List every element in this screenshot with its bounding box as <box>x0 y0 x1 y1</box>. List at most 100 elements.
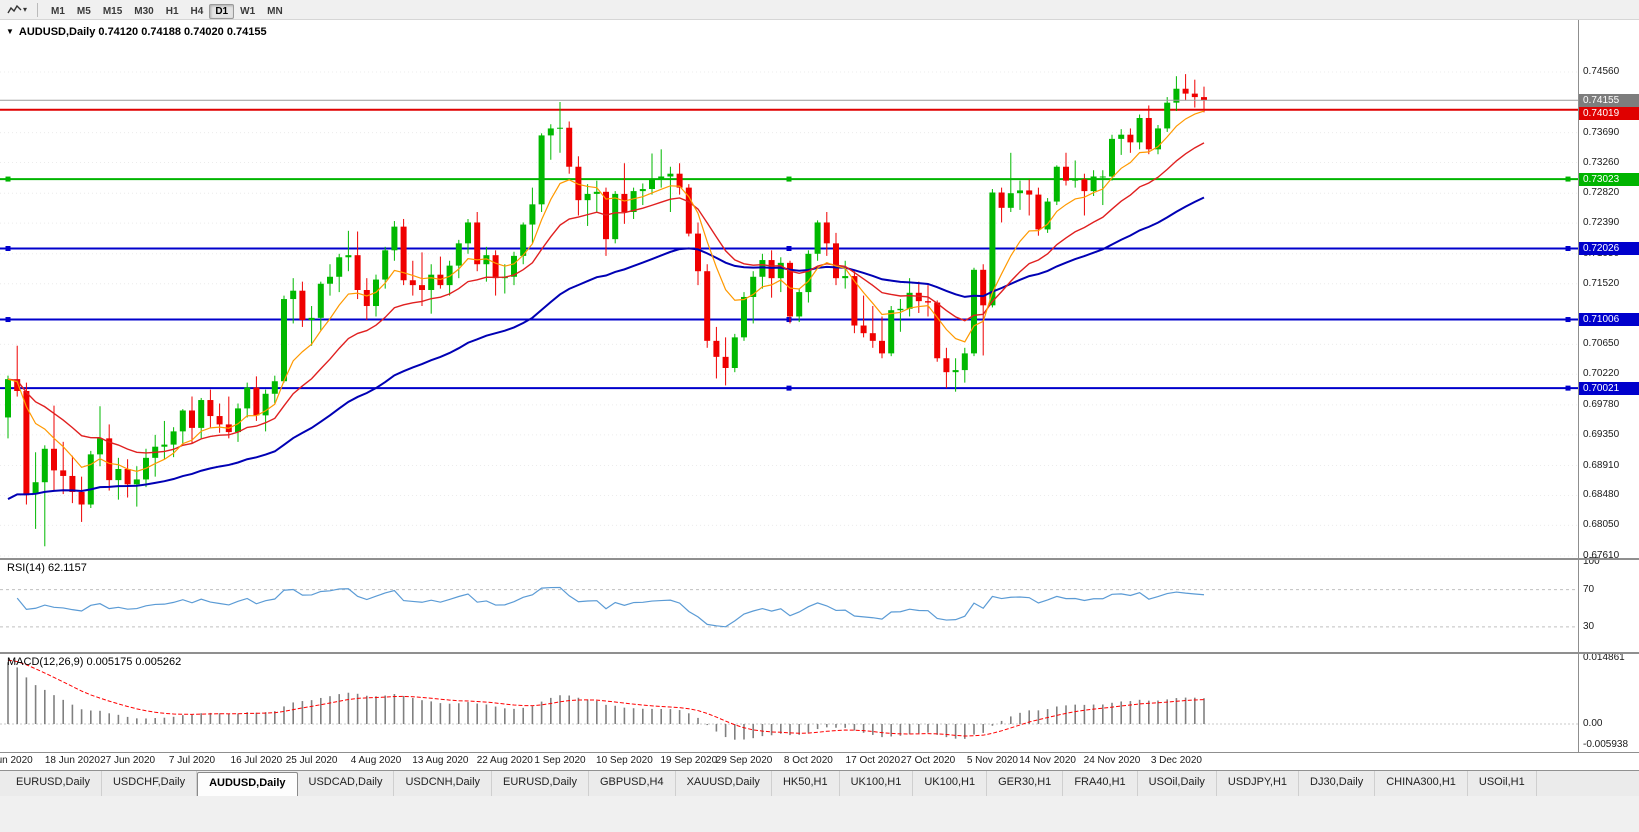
date-label: 24 Nov 2020 <box>1083 755 1141 766</box>
line-handle[interactable] <box>786 317 792 323</box>
line-handle[interactable] <box>786 385 792 391</box>
candle <box>382 246 389 289</box>
line-handle[interactable] <box>1565 385 1571 391</box>
date-label: 19 Sep 2020 <box>660 755 718 766</box>
tick-chart-icon <box>7 4 22 13</box>
candle <box>934 300 941 362</box>
tab-xauusd-daily[interactable]: XAUUSD,Daily <box>676 771 772 796</box>
tab-usdcad-daily[interactable]: USDCAD,Daily <box>298 771 395 796</box>
price-tick-label: 0.70220 <box>1583 368 1620 380</box>
line-handle[interactable] <box>5 176 11 182</box>
price-tick-label: 0.72820 <box>1583 187 1620 199</box>
candle <box>741 292 747 341</box>
date-label: 1 Sep 2020 <box>534 755 586 766</box>
timeframe-d1-button[interactable]: D1 <box>209 3 235 19</box>
chart-tabs-bar: EURUSD,Daily USDCHF,Daily AUDUSD,Daily USDC… <box>0 770 1639 796</box>
line-handle[interactable] <box>786 245 792 251</box>
timeframe-w1-button[interactable]: W1 <box>240 5 256 17</box>
candle <box>952 358 959 392</box>
candle <box>915 281 922 313</box>
date-label: 5 Nov 2020 <box>966 755 1018 766</box>
chart-title: ▼ AUDUSD,Daily 0.74120 0.74188 0.74020 0.… <box>6 26 267 38</box>
price-chart-panel[interactable] <box>0 20 1578 558</box>
tab-eurusd-daily[interactable]: EURUSD,Daily <box>492 771 589 796</box>
candle <box>511 251 517 286</box>
rsi-chart-svg[interactable] <box>0 558 1578 652</box>
macd-panel[interactable] <box>0 652 1578 752</box>
candle <box>23 382 30 505</box>
price-tick-label: 0.67610 <box>1583 550 1620 562</box>
horizontal-line-0.71006[interactable] <box>0 317 1578 323</box>
candle <box>281 295 287 383</box>
timeframe-m1-button[interactable]: M1 <box>51 5 65 17</box>
tab-usdchf-daily[interactable]: USDCHF,Daily <box>102 771 198 796</box>
rsi-panel[interactable] <box>0 558 1578 652</box>
candle <box>833 232 839 286</box>
candle <box>520 222 527 265</box>
candle <box>971 267 977 357</box>
one-click-trading-arrow-icon[interactable]: ▼ <box>6 27 14 36</box>
candle <box>750 271 757 324</box>
tab-ger30-h1[interactable]: GER30,H1 <box>987 771 1064 796</box>
tab-usdjpy-h1[interactable]: USDJPY,H1 <box>1217 771 1300 796</box>
timeframe-h1-button[interactable]: H1 <box>165 5 179 17</box>
candle <box>69 455 76 504</box>
macd-indicator-label: MACD(12,26,9) 0.005175 0.005262 <box>7 656 182 668</box>
chart-mode-button[interactable]: ▾ <box>4 3 30 17</box>
chart-workspace: ▼ AUDUSD,Daily 0.74120 0.74188 0.74020 0.… <box>0 20 1639 770</box>
price-chart-svg[interactable] <box>0 20 1578 558</box>
candle <box>998 187 1005 223</box>
tab-fra40-h1[interactable]: FRA40,H1 <box>1063 771 1138 796</box>
candle <box>400 218 407 286</box>
tab-china300-h1[interactable]: CHINA300,H1 <box>1375 771 1468 796</box>
candle <box>1063 152 1069 186</box>
candle <box>879 316 885 359</box>
timeframe-mn-button[interactable]: MN <box>267 5 283 17</box>
date-label: 25 Jul 2020 <box>285 755 338 766</box>
candle <box>805 250 812 303</box>
timeframe-m15-button[interactable]: M15 <box>102 5 123 17</box>
tab-eurusd-daily[interactable]: EURUSD,Daily <box>5 771 102 796</box>
line-handle[interactable] <box>1565 317 1571 323</box>
horizontal-line-0.72026[interactable] <box>0 245 1578 251</box>
line-handle[interactable] <box>786 176 792 182</box>
timeframe-m30-button[interactable]: M30 <box>134 5 154 17</box>
line-handle[interactable] <box>1565 176 1571 182</box>
candle <box>593 180 600 213</box>
candle <box>1182 74 1189 101</box>
tab-usoil-h1[interactable]: USOil,H1 <box>1468 771 1537 796</box>
candle <box>722 337 729 386</box>
rsi-tick-label: 100 <box>1583 555 1600 567</box>
price-tick-label: 0.68910 <box>1583 459 1620 471</box>
candle <box>961 347 968 383</box>
candle <box>704 264 711 348</box>
candle <box>216 403 223 433</box>
timeframe-h4-button[interactable]: H4 <box>190 5 204 17</box>
tab-uk100-h1[interactable]: UK100,H1 <box>913 771 988 796</box>
line-handle[interactable] <box>1565 245 1571 251</box>
panel-splitter[interactable] <box>0 558 1639 560</box>
price-tick-label: 0.73690 <box>1583 126 1620 138</box>
macd-chart-svg[interactable] <box>0 652 1578 752</box>
line-handle[interactable] <box>5 317 11 323</box>
tab-audusd-daily[interactable]: AUDUSD,Daily <box>197 772 298 796</box>
line-handle[interactable] <box>5 245 11 251</box>
panel-splitter[interactable] <box>0 652 1639 654</box>
candle <box>41 445 48 547</box>
tab-uk100-h1[interactable]: UK100,H1 <box>840 771 914 796</box>
candle <box>170 427 177 458</box>
tab-dj30-daily[interactable]: DJ30,Daily <box>1299 771 1376 796</box>
candle <box>1164 97 1171 132</box>
horizontal-line-0.73023[interactable] <box>0 176 1578 182</box>
tab-usoil-daily[interactable]: USOil,Daily <box>1138 771 1217 796</box>
tab-hk50-h1[interactable]: HK50,H1 <box>772 771 840 796</box>
price-scale[interactable]: 0.745600.736900.732600.728200.723900.719… <box>1578 20 1639 752</box>
date-label: 17 Oct 2020 <box>845 755 901 766</box>
tab-gbpusd-h4[interactable]: GBPUSD,H4 <box>589 771 676 796</box>
candle <box>179 409 186 446</box>
toolbar: ▾ M1 M5 M15 M30 H1 H4 D1 W1 MN <box>0 0 1639 20</box>
timeframe-m5-button[interactable]: M5 <box>76 5 91 17</box>
price-badge-0.74155: 0.74155 <box>1579 93 1639 107</box>
tab-usdcnh-daily[interactable]: USDCNH,Daily <box>394 771 493 796</box>
